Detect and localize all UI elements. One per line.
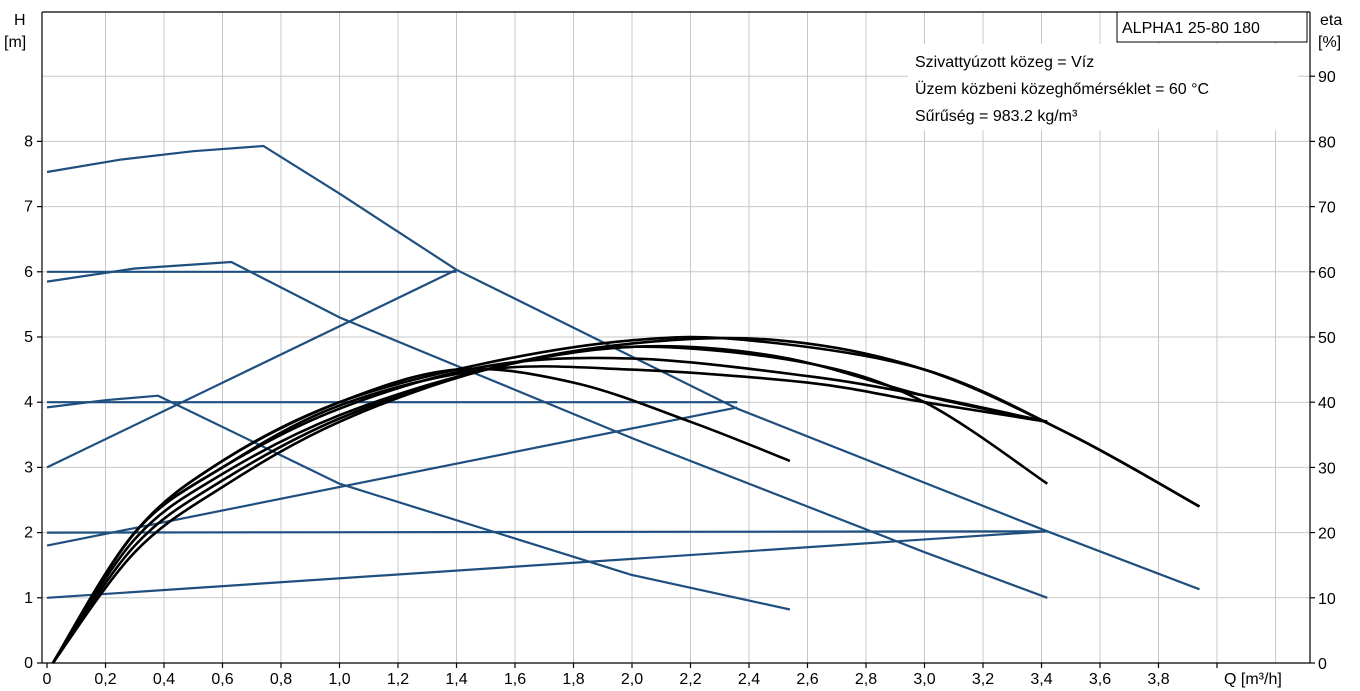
head-curve-3 [46, 394, 791, 611]
y-right-tick-label: 90 [1318, 69, 1336, 86]
y-left-label-h: H [14, 12, 26, 29]
head-curves [46, 144, 1200, 611]
x-tick-label: 0,8 [270, 671, 292, 688]
x-tick-label: 3,6 [1089, 671, 1111, 688]
x-tick-label: 2,0 [621, 671, 643, 688]
x-tick-label: 3,8 [1147, 671, 1169, 688]
y-right-tick-label: 0 [1318, 656, 1327, 673]
x-tick-label: 2,2 [679, 671, 701, 688]
efficiency-curves [51, 335, 1201, 664]
y-right-tick-label: 10 [1318, 591, 1336, 608]
head-curve-8 [46, 530, 1048, 534]
x-axis-label: Q [m³/h] [1224, 671, 1282, 688]
y-left-tick-label: 5 [24, 329, 33, 346]
x-tick-label: 0,6 [211, 671, 233, 688]
y-right-tick-label: 70 [1318, 200, 1336, 217]
y-left-tick-label: 7 [24, 199, 33, 216]
info-line-medium: Szivattyúzott közeg = Víz [915, 54, 1094, 71]
x-tick-label: 2,6 [796, 671, 818, 688]
y-left-tick-label: 6 [24, 264, 33, 281]
efficiency-curve-5 [51, 345, 1049, 664]
y-left-tick-label: 0 [24, 655, 33, 672]
head-curve-2 [46, 260, 1048, 599]
y-left-tick-label: 8 [24, 133, 33, 150]
y-right-tick-label: 20 [1318, 526, 1336, 543]
x-tick-label: 1,0 [328, 671, 350, 688]
x-tick-label: 0 [43, 671, 52, 688]
y-left-tick-label: 1 [24, 590, 33, 607]
x-tick-label: 3,2 [972, 671, 994, 688]
x-tick-label: 1,6 [504, 671, 526, 688]
x-tick-label: 1,4 [445, 671, 467, 688]
y-right-label-eta: eta [1320, 12, 1342, 29]
efficiency-curve-6 [51, 335, 1201, 664]
x-tick-label: 1,8 [562, 671, 584, 688]
y-left-tick-label: 2 [24, 525, 33, 542]
title-box [1116, 11, 1308, 43]
chart-title: ALPHA1 25-80 180 [1122, 20, 1260, 37]
x-tick-label: 3,0 [913, 671, 935, 688]
x-tick-label: 2,8 [855, 671, 877, 688]
x-tick-label: 0,2 [94, 671, 116, 688]
x-tick-label: 2,4 [738, 671, 760, 688]
x-tick-label: 0,4 [153, 671, 175, 688]
y-right-tick-label: 50 [1318, 330, 1336, 347]
y-right-tick-label: 60 [1318, 265, 1336, 282]
x-tick-label: 3,4 [1030, 671, 1052, 688]
y-left-tick-label: 3 [24, 459, 33, 476]
y-right-label-unit: [%] [1318, 34, 1341, 51]
x-tick-label: 1,2 [387, 671, 409, 688]
y-right-tick-label: 80 [1318, 134, 1336, 151]
y-right-tick-label: 30 [1318, 460, 1336, 477]
y-left-tick-label: 4 [24, 394, 33, 411]
efficiency-curve-7 [51, 336, 1201, 664]
ticks: 0 0,2 0,4 0,6 0,8 1,0 1,2 1,4 1,6 1,8 2,0 2,2 2,4 2,6… [24, 69, 1336, 688]
head-curve-5 [46, 268, 457, 469]
y-right-tick-label: 40 [1318, 395, 1336, 412]
head-curve-1 [46, 144, 1200, 591]
info-line-temperature: Üzem közbeni közeghőmérséklet = 60 °C [915, 80, 1209, 98]
efficiency-curve-1 [51, 367, 791, 664]
info-background [908, 44, 1298, 130]
y-left-label-unit: [m] [4, 34, 26, 51]
head-curve-9 [46, 530, 1048, 599]
info-line-density: Sűrűség = 983.2 kg/m³ [915, 108, 1078, 125]
head-curve-7 [46, 406, 738, 547]
